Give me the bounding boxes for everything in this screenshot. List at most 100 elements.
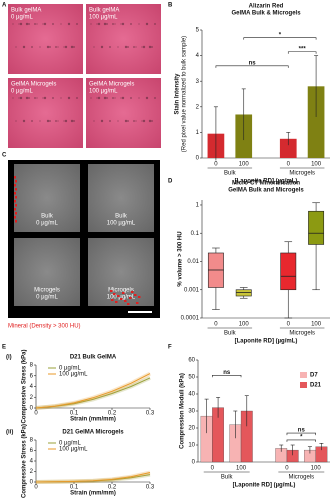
speck <box>39 46 41 48</box>
speck <box>133 46 135 48</box>
y-tick-label: 60 <box>188 358 195 364</box>
x-tick-label: 0 <box>34 485 38 491</box>
image-label: 0 µg/mL <box>36 221 58 227</box>
speck <box>100 119 104 123</box>
speck <box>135 46 137 48</box>
y-tick-label: 6 <box>30 373 34 379</box>
image-label: GelMA Microgels <box>89 82 134 88</box>
y-tick-label: 2 <box>196 104 200 110</box>
mineral-speck <box>117 295 120 297</box>
speck <box>142 45 146 49</box>
y-tick-label: 20 <box>188 426 195 432</box>
speck <box>112 97 114 99</box>
group-label: Bulk <box>221 475 234 481</box>
x-tick-label: 100 <box>236 466 247 472</box>
x-tick-label: 100 <box>311 322 322 328</box>
speck <box>63 46 65 48</box>
speck <box>130 97 132 99</box>
mineral-speck <box>122 292 125 294</box>
x-tick-label: 0 <box>287 322 291 328</box>
y-tick-label: 8 <box>30 438 34 444</box>
significance-label: ns <box>249 60 257 66</box>
speck <box>127 120 129 122</box>
speck <box>49 46 51 48</box>
image-label: Microgels <box>108 288 134 294</box>
speck <box>18 23 20 25</box>
speck <box>96 23 98 25</box>
speck <box>145 22 149 26</box>
y-tick-label: 0 <box>30 406 34 412</box>
speck <box>70 119 74 123</box>
speck <box>142 119 146 123</box>
y-tick-label: 2 <box>30 395 34 401</box>
speck <box>73 120 75 122</box>
legend-label: 100 µg/mL <box>59 447 88 453</box>
speck <box>64 45 68 49</box>
group-label: Microgels <box>289 171 315 177</box>
image-label: Bulk <box>41 214 54 220</box>
speck <box>60 23 62 25</box>
legend-label: 0 µg/mL <box>59 441 81 447</box>
x-tick-label: 100 <box>239 162 250 168</box>
significance-label: * <box>279 32 282 38</box>
chart-title: Alizarin Red <box>249 4 284 10</box>
mineral-speck <box>129 297 132 299</box>
speck <box>106 23 108 25</box>
mineral-speck <box>136 302 139 304</box>
ct-image <box>88 238 154 306</box>
x-tick-label: 0 <box>214 322 218 328</box>
speck <box>31 120 33 122</box>
microscopy-image <box>86 4 161 74</box>
speck <box>141 46 143 48</box>
mineral-speck <box>124 300 127 302</box>
speck <box>42 97 44 99</box>
significance-bracket <box>215 65 289 68</box>
speck <box>22 45 26 49</box>
speck <box>28 23 30 25</box>
y-tick-label: 3 <box>196 79 200 85</box>
speck <box>96 97 98 99</box>
speck <box>34 23 36 25</box>
significance-bracket <box>212 375 242 378</box>
y-tick-label: 0 <box>196 156 200 162</box>
speck <box>25 22 29 26</box>
x-tick-label: 100 <box>311 466 322 472</box>
y-tick-label: 8 <box>30 363 34 369</box>
speck <box>19 22 23 26</box>
band <box>35 371 151 410</box>
y-tick-label: 4 <box>30 459 34 465</box>
significance-bracket <box>287 51 317 54</box>
speck <box>145 96 149 100</box>
significance-bracket <box>243 37 317 40</box>
speck <box>151 46 153 48</box>
line <box>35 472 151 483</box>
speck <box>31 46 33 48</box>
mineral-speck <box>15 220 17 223</box>
mineral-speck <box>14 200 16 203</box>
ct-image <box>14 164 80 232</box>
bar <box>279 138 297 158</box>
speck <box>133 120 135 122</box>
speck <box>18 97 20 99</box>
mineral-speck <box>14 176 16 179</box>
speck <box>124 119 128 123</box>
mineral-speck <box>15 212 17 215</box>
speck <box>138 23 140 25</box>
group-label: Bulk <box>224 171 237 177</box>
speck <box>46 119 50 123</box>
panel-label: B <box>168 3 173 9</box>
y-tick-label: 0.001 <box>184 287 200 293</box>
mineral-speck <box>15 204 17 207</box>
bar <box>307 86 325 158</box>
speck <box>34 97 36 99</box>
speck <box>117 120 119 122</box>
x-tick-label: 0.3 <box>146 411 155 417</box>
speck <box>64 119 68 123</box>
speck <box>93 120 95 122</box>
panel-label: F <box>168 345 172 351</box>
image-label: 100 µg/mL <box>89 15 118 21</box>
x-tick-label: 0.2 <box>108 411 117 417</box>
image-label: 0 µg/mL <box>36 295 58 301</box>
speck <box>52 97 54 99</box>
speck <box>36 97 38 99</box>
